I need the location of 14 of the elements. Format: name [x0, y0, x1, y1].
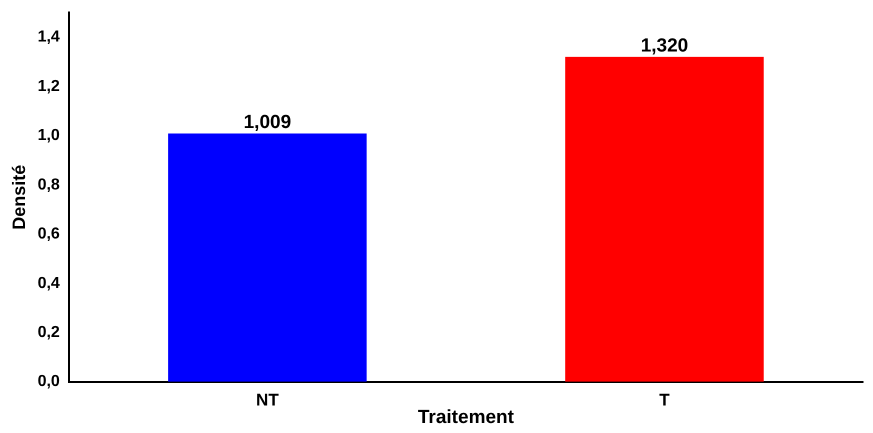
x-axis-title: Traitement: [418, 406, 515, 428]
y-axis-title: Densité: [8, 164, 29, 230]
y-tick-label: 1,2: [38, 78, 60, 95]
y-tick-label: 0,0: [38, 373, 60, 390]
y-tick-label: 0,8: [38, 176, 60, 194]
x-tick-label: NT: [256, 390, 280, 410]
y-tick-label: 0,6: [38, 226, 60, 243]
x-tick-label: T: [659, 390, 670, 410]
annotation: 1,320: [640, 36, 688, 57]
y-tick-label: 1,0: [38, 127, 60, 144]
y-tick-label: 0,2: [38, 324, 60, 341]
annotation: 1,009: [244, 112, 292, 134]
y-tick-label: 0,4: [38, 274, 60, 292]
y-tick-label: 1,4: [38, 28, 60, 46]
